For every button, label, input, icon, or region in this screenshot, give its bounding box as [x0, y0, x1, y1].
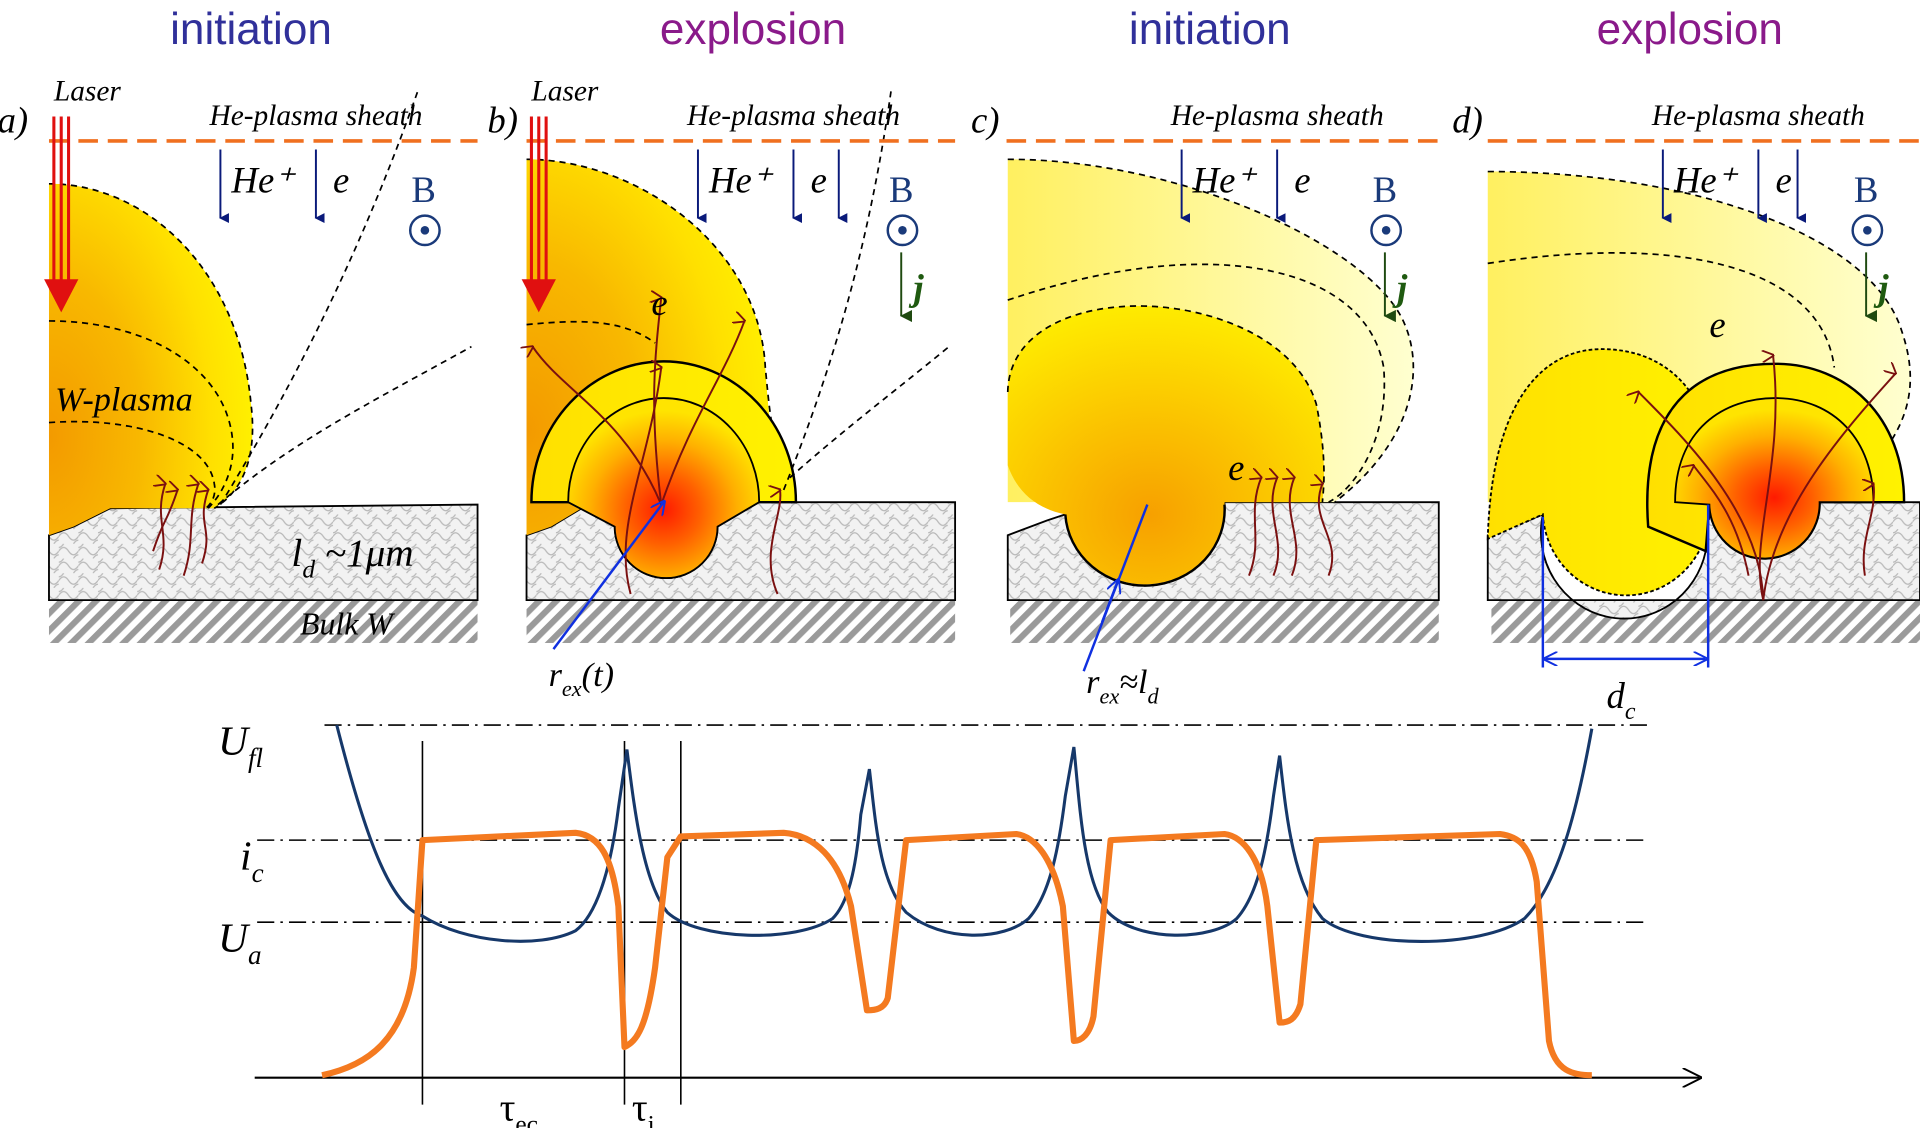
bulk-label: Bulk W [300, 606, 395, 641]
text-part: i [240, 834, 252, 880]
expansion-radius: rex(t) [549, 656, 614, 701]
level-label: Ua [218, 916, 262, 970]
duration-label: τec [500, 1087, 538, 1128]
text-part: U [218, 718, 251, 764]
figure: initiationW-plasmald ~1μmBulk Wa)He-plas… [0, 0, 1920, 1128]
subscript: d [1148, 683, 1160, 708]
stage-heading: explosion [1597, 5, 1783, 54]
text-part: d [1607, 675, 1626, 716]
plasma-label: W-plasma [55, 380, 193, 418]
emitted-electron: e [1228, 447, 1244, 488]
panel: W-plasma ld ~1μm Bulk W a) He-plasma sheath H… [0, 76, 478, 643]
text-part: r [1086, 663, 1100, 701]
electron-label: e [1294, 159, 1310, 200]
field-dot [898, 226, 907, 235]
stage-heading: initiation [170, 5, 332, 54]
field-line [784, 88, 892, 490]
emitted-electron: e [651, 282, 667, 323]
text-part: τ [632, 1087, 648, 1128]
field-label: B [411, 169, 436, 210]
fuzzy-layer [527, 502, 956, 600]
ion-label: He⁺ [1192, 159, 1258, 200]
sheath-label: He-plasma sheath [208, 100, 422, 132]
emitted-electron: e [1709, 304, 1725, 345]
current-curve [322, 833, 1592, 1075]
level-label: Ufl [218, 718, 263, 772]
duration-label: τi [632, 1087, 655, 1128]
crater-spacing: dc [1607, 675, 1636, 725]
current-label: j [908, 267, 924, 308]
ion-label: He⁺ [708, 159, 774, 200]
panel: edcd)He-plasma sheathHe⁺eBj [1452, 99, 1920, 725]
field-label: B [1854, 169, 1879, 210]
electron-label: e [333, 159, 349, 200]
stage-heading: explosion [660, 5, 846, 54]
panel-label: a) [0, 99, 28, 140]
panel-label: d) [1452, 99, 1483, 140]
text-part: r [549, 656, 563, 694]
panel-label: c) [971, 99, 1000, 140]
laser-label: Laser [530, 76, 598, 108]
subscript: d [302, 555, 315, 584]
ion-label: He⁺ [1673, 159, 1739, 200]
bulk-tungsten [49, 600, 478, 643]
subscript: a [248, 940, 262, 970]
panel-label: b) [487, 99, 518, 140]
field-label: B [1373, 169, 1398, 210]
bulk-tungsten [1491, 600, 1920, 643]
bulk-tungsten [1010, 600, 1439, 643]
electron-label: e [811, 159, 827, 200]
field-line [218, 347, 471, 505]
crater-radius: rex≈ld [1086, 663, 1159, 708]
field-dot [1863, 226, 1872, 235]
electron-label: e [1776, 159, 1792, 200]
laser-label: Laser [53, 76, 121, 108]
level-label: ic [240, 834, 264, 888]
text-part: l [291, 532, 302, 575]
text-part: ≈l [1119, 663, 1147, 701]
field-dot [1382, 226, 1391, 235]
field-dot [421, 226, 430, 235]
text-part: (t) [582, 656, 614, 694]
sheath-label: He-plasma sheath [686, 100, 900, 132]
sheath-label: He-plasma sheath [1651, 100, 1865, 132]
field-label: B [889, 169, 914, 210]
panel: e rex(t) b) He-plasma sheath He⁺ e B Laser j [487, 76, 955, 702]
field-line [790, 347, 949, 478]
text-part: ~1μm [315, 532, 414, 575]
text-part: U [218, 916, 251, 962]
stage-heading: initiation [1129, 5, 1291, 54]
w-plasma-cloud [49, 184, 253, 535]
bulk-tungsten [527, 600, 956, 643]
sheath-label: He-plasma sheath [1170, 100, 1384, 132]
subscript: ex [562, 676, 582, 701]
subscript: ec [515, 1109, 538, 1128]
subscript: fl [248, 743, 263, 773]
ion-label: He⁺ [230, 159, 296, 200]
subscript: c [1625, 699, 1636, 725]
subscript: i [648, 1109, 655, 1128]
subscript: c [252, 858, 264, 888]
subscript: ex [1099, 683, 1119, 708]
panel: e rex≈ld c) He-plasma sheath He⁺ e Bj [971, 99, 1439, 708]
text-part: τ [500, 1087, 516, 1128]
current-label: j [1392, 267, 1408, 308]
